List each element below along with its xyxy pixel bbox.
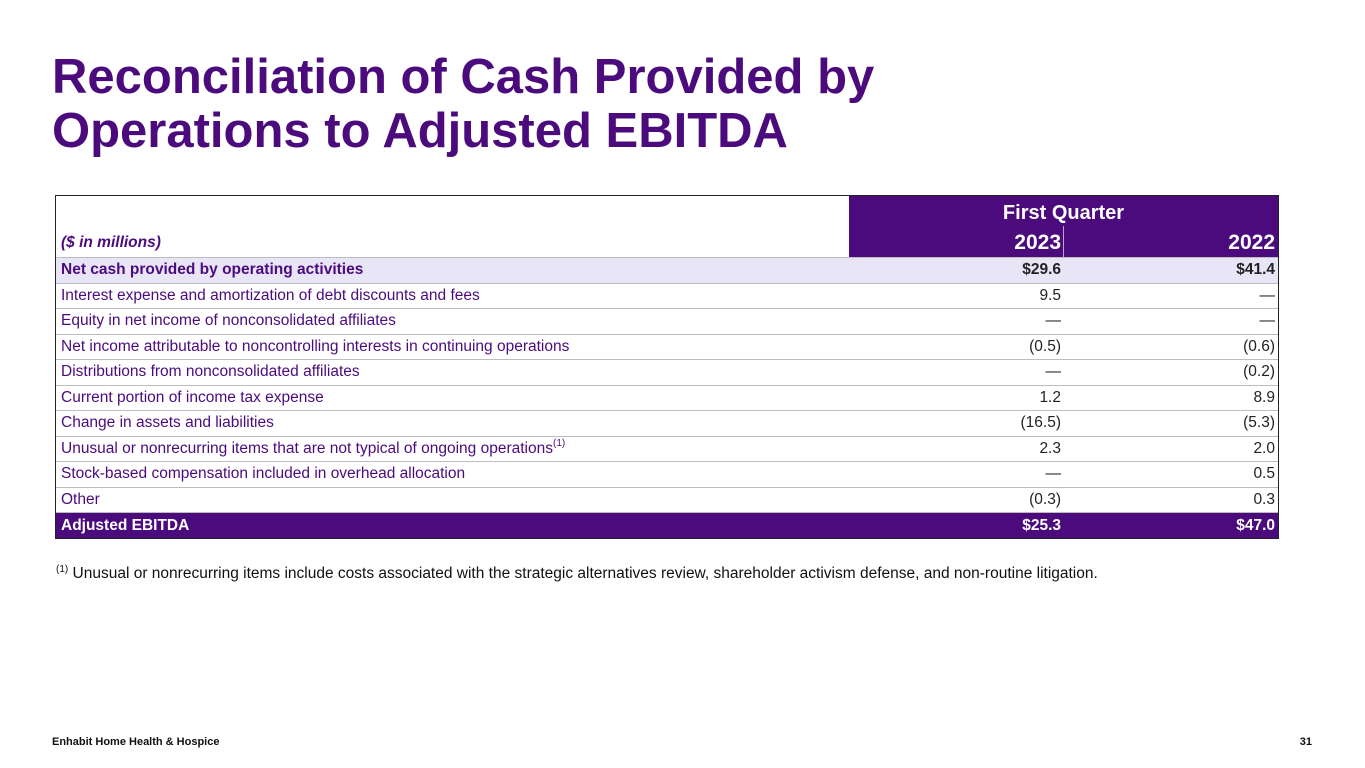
value-2023: $25.3 [1022,516,1061,534]
footnote-marker: (1) [56,564,69,575]
col-header-2023: 2023 [1014,231,1061,254]
row-label: Stock-based compensation included in ove… [61,465,466,483]
value-2023: — [1045,363,1062,381]
slide-title-line-2: Operations to Adjusted EBITDA [52,104,788,158]
row-label: Interest expense and amortization of deb… [61,286,480,304]
value-2022: 0.5 [1253,465,1275,483]
value-2022: $47.0 [1236,516,1275,534]
value-2022: $41.4 [1236,261,1275,279]
table-header: ($ in millions) First Quarter 2023 2022 [56,196,1278,258]
row-label: Net cash provided by operating activitie… [61,261,364,279]
row-label: Current portion of income tax expense [61,388,324,406]
value-2023: (16.5) [1020,414,1062,432]
table-row: Net cash provided by operating activitie… [56,258,1278,284]
value-2023: 1.2 [1039,388,1061,406]
column-divider [1063,226,1064,257]
row-label-cell: Unusual or nonrecurring items that are n… [56,437,849,458]
row-label: Net income attributable to noncontrollin… [61,337,570,355]
table-row: Interest expense and amortization of deb… [56,284,1278,309]
table-row: Change in assets and liabilities (16.5) … [56,411,1278,437]
slide-title-line-1: Reconciliation of Cash Provided by [52,50,875,104]
footnote-text: Unusual or nonrecurring items include co… [68,565,1098,582]
value-2022: 8.9 [1253,388,1275,406]
table-row: Current portion of income tax expense 1.… [56,386,1278,411]
table-row: Unusual or nonrecurring items that are n… [56,437,1278,462]
row-label: Unusual or nonrecurring items that are n… [61,439,553,457]
value-2022: (5.3) [1243,414,1275,432]
value-2022: 0.3 [1253,490,1275,508]
reconciliation-table: ($ in millions) First Quarter 2023 2022 … [55,195,1279,539]
total-row: Adjusted EBITDA $25.3 $47.0 [56,513,1278,538]
value-2022: 2.0 [1253,439,1275,457]
table-row: Stock-based compensation included in ove… [56,462,1278,488]
value-2022: — [1259,312,1276,330]
slide-title: Reconciliation of Cash Provided by Opera… [52,50,1052,158]
group-header: First Quarter [1002,202,1125,224]
table-row: Equity in net income of nonconsolidated … [56,309,1278,335]
value-2023: 2.3 [1039,439,1061,457]
row-label: Change in assets and liabilities [61,414,274,432]
row-label: Distributions from nonconsolidated affil… [61,363,360,381]
value-2023: — [1045,465,1062,483]
value-2023: 9.5 [1039,286,1061,304]
value-2023: (0.5) [1029,337,1061,355]
value-2023: $29.6 [1022,261,1061,279]
period-header: First Quarter 2023 2022 [849,196,1278,257]
row-label: Adjusted EBITDA [61,516,190,534]
footer-brand: Enhabit Home Health & Hospice [52,736,220,748]
col-header-2022: 2022 [1228,231,1275,254]
value-2023: (0.3) [1029,490,1061,508]
value-2022: (0.2) [1243,363,1275,381]
units-label-cell: ($ in millions) [56,196,849,257]
page-number: 31 [1299,736,1312,748]
table-row: Net income attributable to noncontrollin… [56,335,1278,360]
value-2023: — [1045,312,1062,330]
table-row: Other (0.3) 0.3 [56,488,1278,513]
row-label: Equity in net income of nonconsolidated … [61,312,396,330]
row-label: Other [61,490,100,508]
table-row: Distributions from nonconsolidated affil… [56,360,1278,386]
value-2022: — [1259,286,1276,304]
footnote: (1) Unusual or nonrecurring items includ… [56,565,1098,583]
footnote-reference: (1) [552,437,566,449]
value-2022: (0.6) [1243,337,1275,355]
units-label: ($ in millions) [61,234,161,251]
